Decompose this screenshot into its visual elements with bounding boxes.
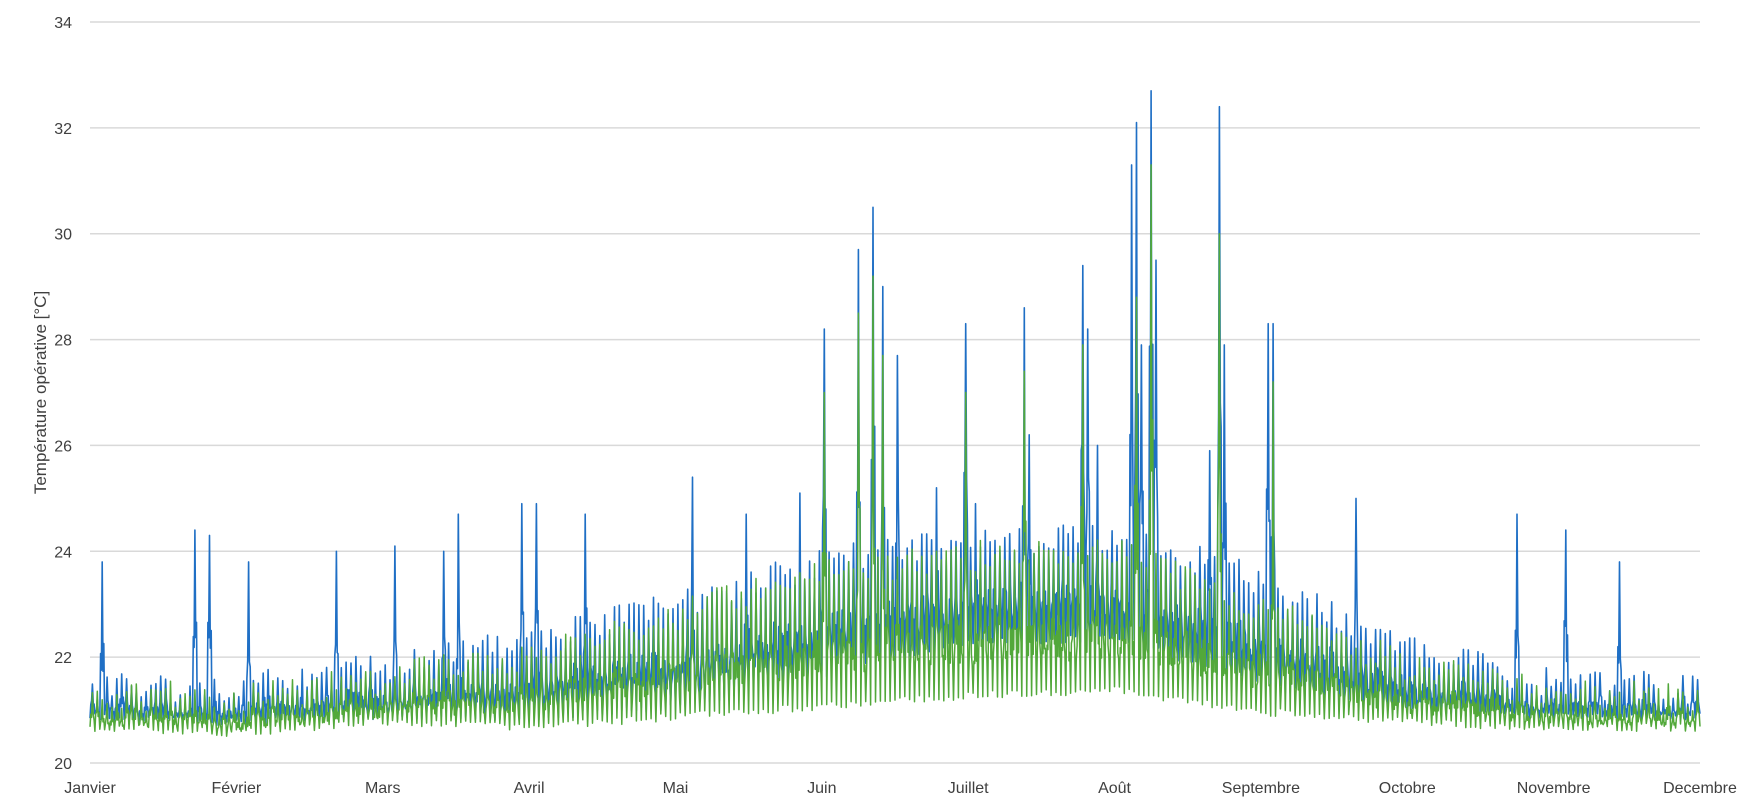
x-tick-label: Juin [807, 780, 836, 797]
y-tick-label: 28 [54, 333, 72, 350]
x-axis-month-labels: Janvier Février Mars Avril Mai Juin Juillet Aoû… [64, 780, 1737, 797]
x-tick-label: Avril [514, 780, 545, 797]
data-series-lines [89, 90, 1701, 737]
y-tick-label: 22 [54, 650, 72, 667]
y-tick-label: 26 [54, 438, 72, 455]
x-tick-label: Decembre [1663, 780, 1737, 797]
y-axis-tick-labels: 20 22 24 26 28 30 32 34 [54, 15, 72, 773]
x-tick-label: Octobre [1379, 780, 1436, 797]
x-tick-label: Juillet [948, 780, 989, 797]
x-tick-label: Septembre [1222, 780, 1300, 797]
series-line-2 [89, 164, 1701, 737]
x-tick-label: Février [211, 780, 261, 797]
x-tick-label: Mars [365, 780, 401, 797]
y-tick-label: 34 [54, 15, 72, 32]
y-tick-label: 24 [54, 544, 72, 561]
x-tick-label: Mai [663, 780, 689, 797]
y-tick-label: 30 [54, 227, 72, 244]
x-tick-label: Août [1098, 780, 1131, 797]
x-tick-label: Janvier [64, 780, 116, 797]
y-axis-label: Température opérative [°C] [31, 291, 50, 494]
x-tick-label: Novembre [1517, 780, 1591, 797]
y-tick-label: 32 [54, 121, 72, 138]
y-tick-label: 20 [54, 756, 72, 773]
